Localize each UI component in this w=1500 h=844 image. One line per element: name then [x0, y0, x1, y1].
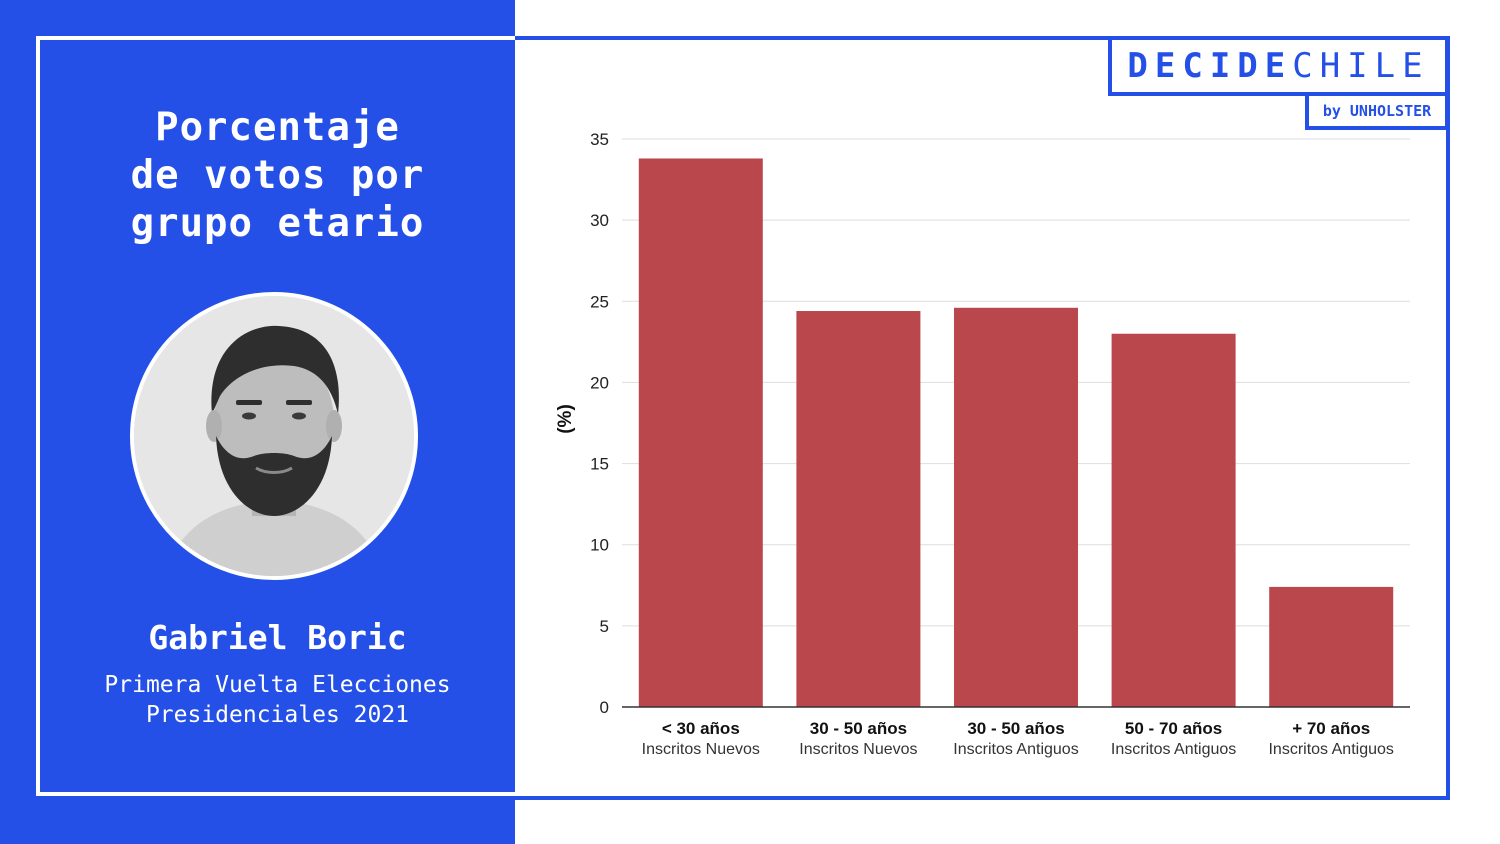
- y-tick-label: 20: [590, 373, 609, 392]
- bar: [1111, 333, 1236, 707]
- y-tick-label: 0: [600, 698, 609, 717]
- brand-logo-part1: DECIDE: [1127, 46, 1293, 86]
- y-axis-title: (%): [555, 404, 576, 434]
- x-category-label: + 70 años: [1292, 719, 1370, 738]
- x-category-sublabel: Inscritos Antiguos: [1111, 741, 1236, 758]
- candidate-subtitle: Primera Vuelta Elecciones Presidenciales…: [40, 670, 515, 730]
- y-tick-label: 30: [590, 211, 609, 230]
- x-category-label: 30 - 50 años: [810, 719, 907, 738]
- x-category-label: 50 - 70 años: [1125, 719, 1222, 738]
- y-tick-label: 15: [590, 455, 609, 474]
- person-portrait-icon: [134, 296, 414, 576]
- bar: [638, 158, 763, 707]
- panel-title-line-2: de votos por: [130, 153, 425, 198]
- x-category-sublabel: Inscritos Nuevos: [642, 741, 760, 758]
- brand-logo: DECIDE CHILE: [1108, 36, 1449, 96]
- bar: [1269, 586, 1394, 707]
- candidate-name: Gabriel Boric: [148, 618, 407, 657]
- x-category-labels: < 30 años Inscritos Nuevos 30 - 50 años Ins…: [642, 719, 1394, 758]
- candidate-subtitle-line-1: Primera Vuelta Elecciones: [104, 672, 451, 698]
- candidate-avatar: [130, 292, 418, 580]
- x-category-label: 30 - 50 años: [967, 719, 1064, 738]
- x-category-label: < 30 años: [662, 719, 740, 738]
- bars: [638, 158, 1394, 707]
- x-category-sublabel: Inscritos Nuevos: [799, 741, 917, 758]
- panel-title: Porcentaje de votos por grupo etario: [40, 104, 515, 248]
- panel-title-line-1: Porcentaje: [155, 105, 400, 150]
- x-category-sublabel: Inscritos Antiguos: [953, 741, 1078, 758]
- brand-logo-part2: CHILE: [1292, 46, 1430, 86]
- y-tick-labels: 0 5 10 15 20 25 30 35: [590, 130, 609, 717]
- bar: [954, 307, 1078, 707]
- panel-title-line-3: grupo etario: [130, 201, 425, 246]
- y-tick-label: 10: [590, 536, 609, 555]
- y-tick-label: 5: [600, 617, 609, 636]
- brand-byline: by UNHOLSTER: [1305, 92, 1449, 130]
- bar: [796, 311, 921, 707]
- y-tick-label: 35: [590, 130, 609, 149]
- candidate-subtitle-line-2: Presidenciales 2021: [145, 702, 410, 728]
- left-frame: [36, 36, 515, 796]
- x-category-sublabel: Inscritos Antiguos: [1268, 741, 1393, 758]
- right-frame: [515, 36, 1450, 800]
- y-tick-label: 25: [590, 292, 609, 311]
